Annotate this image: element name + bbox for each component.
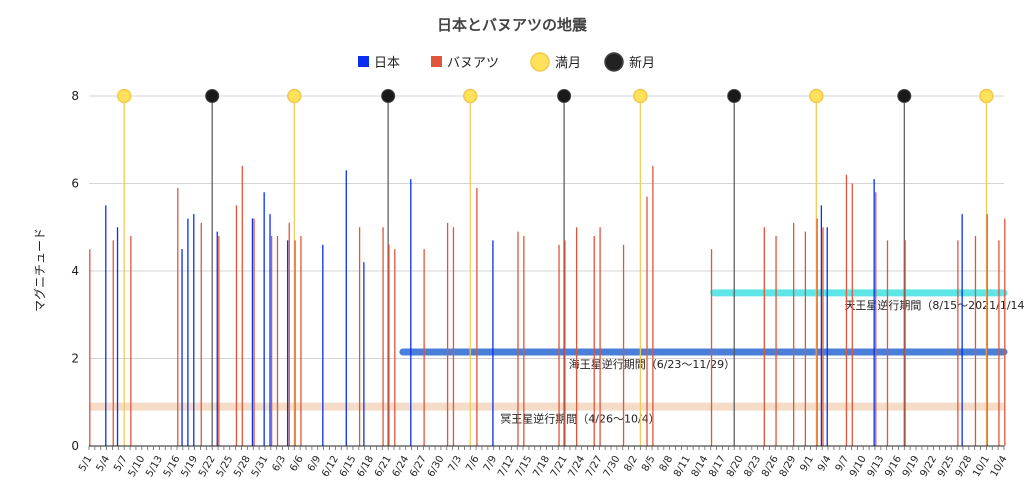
period-label: 天王星逆行期間（8/15〜2021/1/14） xyxy=(844,298,1024,312)
x-tick-label: 6/15 xyxy=(338,454,359,479)
x-tick-label: 5/22 xyxy=(197,454,218,479)
x-tick-label: 9/4 xyxy=(816,454,834,473)
legend-label: 日本 xyxy=(374,56,400,71)
new-moon-marker xyxy=(557,89,572,103)
earthquake-bars xyxy=(89,166,1006,446)
chart-title: 日本とバヌアツの地震 xyxy=(437,16,588,34)
legend-label: バヌアツ xyxy=(447,56,499,71)
x-tick-label: 10/1 xyxy=(971,454,992,479)
x-tick-label: 6/12 xyxy=(320,454,341,479)
x-tick-label: 5/19 xyxy=(179,454,200,479)
x-tick-label: 7/15 xyxy=(514,454,535,479)
new-moon-marker xyxy=(727,89,742,103)
period-label: 冥王星逆行期間（4/26〜10/4） xyxy=(500,412,659,426)
x-tick-label: 7/6 xyxy=(464,454,482,473)
x-tick-label: 6/27 xyxy=(408,454,429,479)
x-tick-label: 8/17 xyxy=(707,454,728,479)
legend-swatch xyxy=(530,52,550,72)
moon-phase-lines xyxy=(123,96,988,446)
x-tick-label: 8/11 xyxy=(672,454,693,479)
period-band: 冥王星逆行期間（4/26〜10/4） xyxy=(89,402,1004,426)
legend-label: 満月 xyxy=(555,56,581,71)
x-tick-label: 6/6 xyxy=(288,454,306,473)
x-tick-label: 10/4 xyxy=(989,454,1010,479)
period-bar xyxy=(89,402,1004,411)
legend-item: 日本 xyxy=(358,56,400,71)
x-tick-label: 7/24 xyxy=(567,454,588,479)
x-tick-label: 5/28 xyxy=(232,454,253,479)
legend-item: バヌアツ xyxy=(431,56,499,71)
x-tick-label: 6/3 xyxy=(271,454,289,473)
x-tick-label: 5/4 xyxy=(95,454,113,473)
new-moon-marker xyxy=(381,89,396,103)
x-tick-label: 9/10 xyxy=(848,454,869,479)
x-tick-label: 9/1 xyxy=(798,454,816,473)
moon-markers xyxy=(116,88,994,104)
chart-legend: 日本 バヌアツ 満月 新月 xyxy=(358,52,655,72)
x-tick-label: 5/13 xyxy=(144,454,165,479)
x-tick-label: 8/8 xyxy=(658,454,676,473)
x-tick-label: 9/7 xyxy=(834,454,852,473)
x-tick-label: 5/7 xyxy=(112,454,130,473)
x-tick-label: 5/1 xyxy=(77,454,95,473)
period-label: 海王星逆行期間（6/23〜11/29） xyxy=(569,357,735,371)
x-tick-label: 9/19 xyxy=(901,454,922,479)
x-tick-label: 8/14 xyxy=(690,454,711,479)
x-tick-label: 5/31 xyxy=(250,454,271,479)
legend-swatch xyxy=(604,52,624,72)
x-tick-label: 8/26 xyxy=(760,454,781,479)
new-moon-marker xyxy=(897,89,912,103)
x-tick-label: 8/29 xyxy=(778,454,799,479)
x-tick-label: 7/21 xyxy=(549,454,570,479)
full-moon-marker xyxy=(633,88,648,104)
x-tick-label: 7/18 xyxy=(531,454,552,479)
x-tick-label: 9/16 xyxy=(883,454,904,479)
y-gridlines xyxy=(89,95,1004,359)
legend-label: 新月 xyxy=(629,55,655,71)
x-tick-label: 6/21 xyxy=(373,454,394,479)
retrograde-periods: 天王星逆行期間（8/15〜2021/1/14） 海王星逆行期間（6/23〜11/2… xyxy=(89,289,1024,426)
x-tick-label: 9/28 xyxy=(954,454,975,479)
y-tick-label: 2 xyxy=(71,352,79,366)
x-tick-label: 8/20 xyxy=(725,454,746,479)
x-tick-label: 6/9 xyxy=(306,454,324,473)
y-tick-label: 6 xyxy=(71,177,79,191)
x-tick-label: 9/25 xyxy=(936,454,957,479)
y-axis-title: マグニチュード xyxy=(33,228,47,312)
x-tick-label: 9/13 xyxy=(866,454,887,479)
legend-item: 新月 xyxy=(604,52,655,72)
x-tick-label: 7/3 xyxy=(447,454,465,473)
x-tick-label: 5/16 xyxy=(162,454,183,479)
full-moon-marker xyxy=(287,88,302,104)
x-tick-label: 5/25 xyxy=(215,454,236,479)
y-tick-label: 8 xyxy=(71,89,79,103)
x-tick-label: 7/9 xyxy=(482,454,500,473)
legend-swatch xyxy=(431,56,442,67)
full-moon-marker xyxy=(116,88,132,104)
new-moon-marker xyxy=(205,89,220,103)
full-moon-marker xyxy=(979,88,994,104)
x-tick-label: 7/12 xyxy=(496,454,517,479)
x-tick-label: 7/27 xyxy=(584,454,605,479)
period-band: 天王星逆行期間（8/15〜2021/1/14） xyxy=(710,289,1024,312)
legend-swatch xyxy=(358,56,369,67)
x-tick-label: 6/18 xyxy=(355,454,376,479)
x-tick-label: 6/30 xyxy=(426,454,447,479)
x-tick-label: 9/22 xyxy=(918,454,939,479)
full-moon-marker xyxy=(809,88,824,104)
x-tick-label: 8/23 xyxy=(742,454,763,479)
legend-item: 満月 xyxy=(530,52,581,72)
y-tick-label: 4 xyxy=(71,264,79,278)
x-tick-label: 7/30 xyxy=(602,454,623,479)
x-tick-label: 6/24 xyxy=(391,454,412,479)
x-tick-label: 8/2 xyxy=(623,454,641,473)
x-tick-label: 5/10 xyxy=(127,454,148,479)
x-tick-label: 8/5 xyxy=(640,454,658,473)
y-tick-label: 0 xyxy=(71,439,79,453)
full-moon-marker xyxy=(463,88,478,104)
